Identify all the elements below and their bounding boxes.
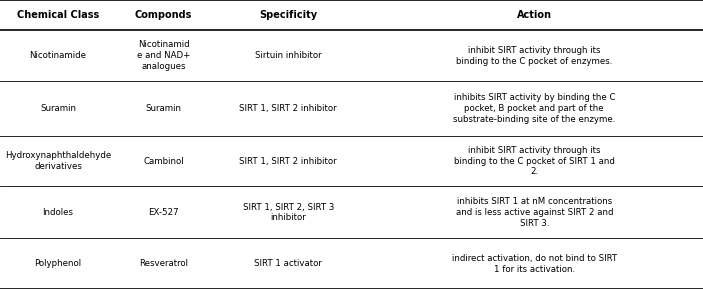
Text: Nicotinamide: Nicotinamide: [30, 51, 86, 60]
Text: SIRT 1, SIRT 2 inhibitor: SIRT 1, SIRT 2 inhibitor: [240, 104, 337, 113]
Text: Cambinol: Cambinol: [143, 157, 183, 166]
Text: indirect activation, do not bind to SIRT
1 for its activation.: indirect activation, do not bind to SIRT…: [451, 254, 617, 274]
Text: SIRT 1, SIRT 2 inhibitor: SIRT 1, SIRT 2 inhibitor: [240, 157, 337, 166]
Text: Polyphenol: Polyphenol: [34, 259, 82, 268]
Text: inhibits SIRT 1 at nM concentrations
and is less active against SIRT 2 and
SIRT : inhibits SIRT 1 at nM concentrations and…: [456, 197, 613, 228]
Text: inhibits SIRT activity by binding the C
pocket, B pocket and part of the
substra: inhibits SIRT activity by binding the C …: [453, 93, 615, 124]
Text: Nicotinamid
e and NAD+
analogues: Nicotinamid e and NAD+ analogues: [137, 40, 190, 71]
Text: Indoles: Indoles: [42, 208, 74, 217]
Text: Action: Action: [517, 10, 552, 20]
Text: Suramin: Suramin: [146, 104, 181, 113]
Text: inhibit SIRT activity through its
binding to the C pocket of enzymes.: inhibit SIRT activity through its bindin…: [456, 46, 612, 66]
Text: EX-527: EX-527: [148, 208, 179, 217]
Text: Sirtuin inhibitor: Sirtuin inhibitor: [255, 51, 321, 60]
Text: Specificity: Specificity: [259, 10, 317, 20]
Text: Componds: Componds: [135, 10, 192, 20]
Text: Hydroxynaphthaldehyde
derivatives: Hydroxynaphthaldehyde derivatives: [5, 151, 111, 171]
Text: SIRT 1, SIRT 2, SIRT 3
inhibitor: SIRT 1, SIRT 2, SIRT 3 inhibitor: [243, 203, 334, 222]
Text: inhibit SIRT activity through its
binding to the C pocket of SIRT 1 and
2.: inhibit SIRT activity through its bindin…: [454, 146, 614, 176]
Text: Resveratrol: Resveratrol: [139, 259, 188, 268]
Text: SIRT 1 activator: SIRT 1 activator: [254, 259, 322, 268]
Text: Chemical Class: Chemical Class: [17, 10, 99, 20]
Text: Suramin: Suramin: [40, 104, 76, 113]
